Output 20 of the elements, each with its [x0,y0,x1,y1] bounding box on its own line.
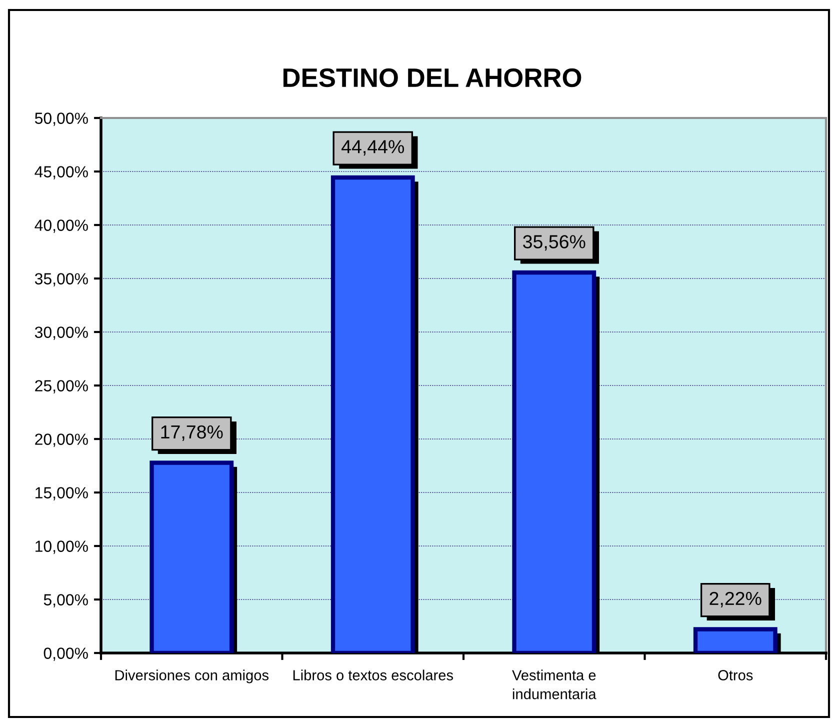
y-tick-label: 15,00% [36,487,88,500]
data-label: 44,44% [342,140,404,156]
y-tick-label: 35,00% [34,273,88,286]
y-tick-label: 0,00% [44,648,88,661]
data-label: 2,22% [710,592,762,608]
data-label: 35,56% [523,235,586,251]
data-label: 17,78% [161,425,223,441]
x-tick-label: Otros [718,670,753,680]
y-tick-label: 20,00% [35,434,88,447]
y-tick-label: 25,00% [35,380,88,394]
y-tick-label: 10,00% [36,540,88,554]
y-tick-label: 40,00% [34,220,88,233]
x-tick-label: Libros o textos escolares [293,670,454,680]
y-tick-label: 30,00% [34,326,88,340]
y-tick-label: 45,00% [34,166,88,180]
y-tick-label: 5,00% [44,594,88,608]
x-tick-label: Vestimenta e indumentaria [512,670,596,700]
x-tick-label: Diversiones con amigos [115,670,269,684]
y-tick-label: 50,00% [34,112,88,126]
chart-title: DESTINO DEL AHORRO [283,68,582,88]
